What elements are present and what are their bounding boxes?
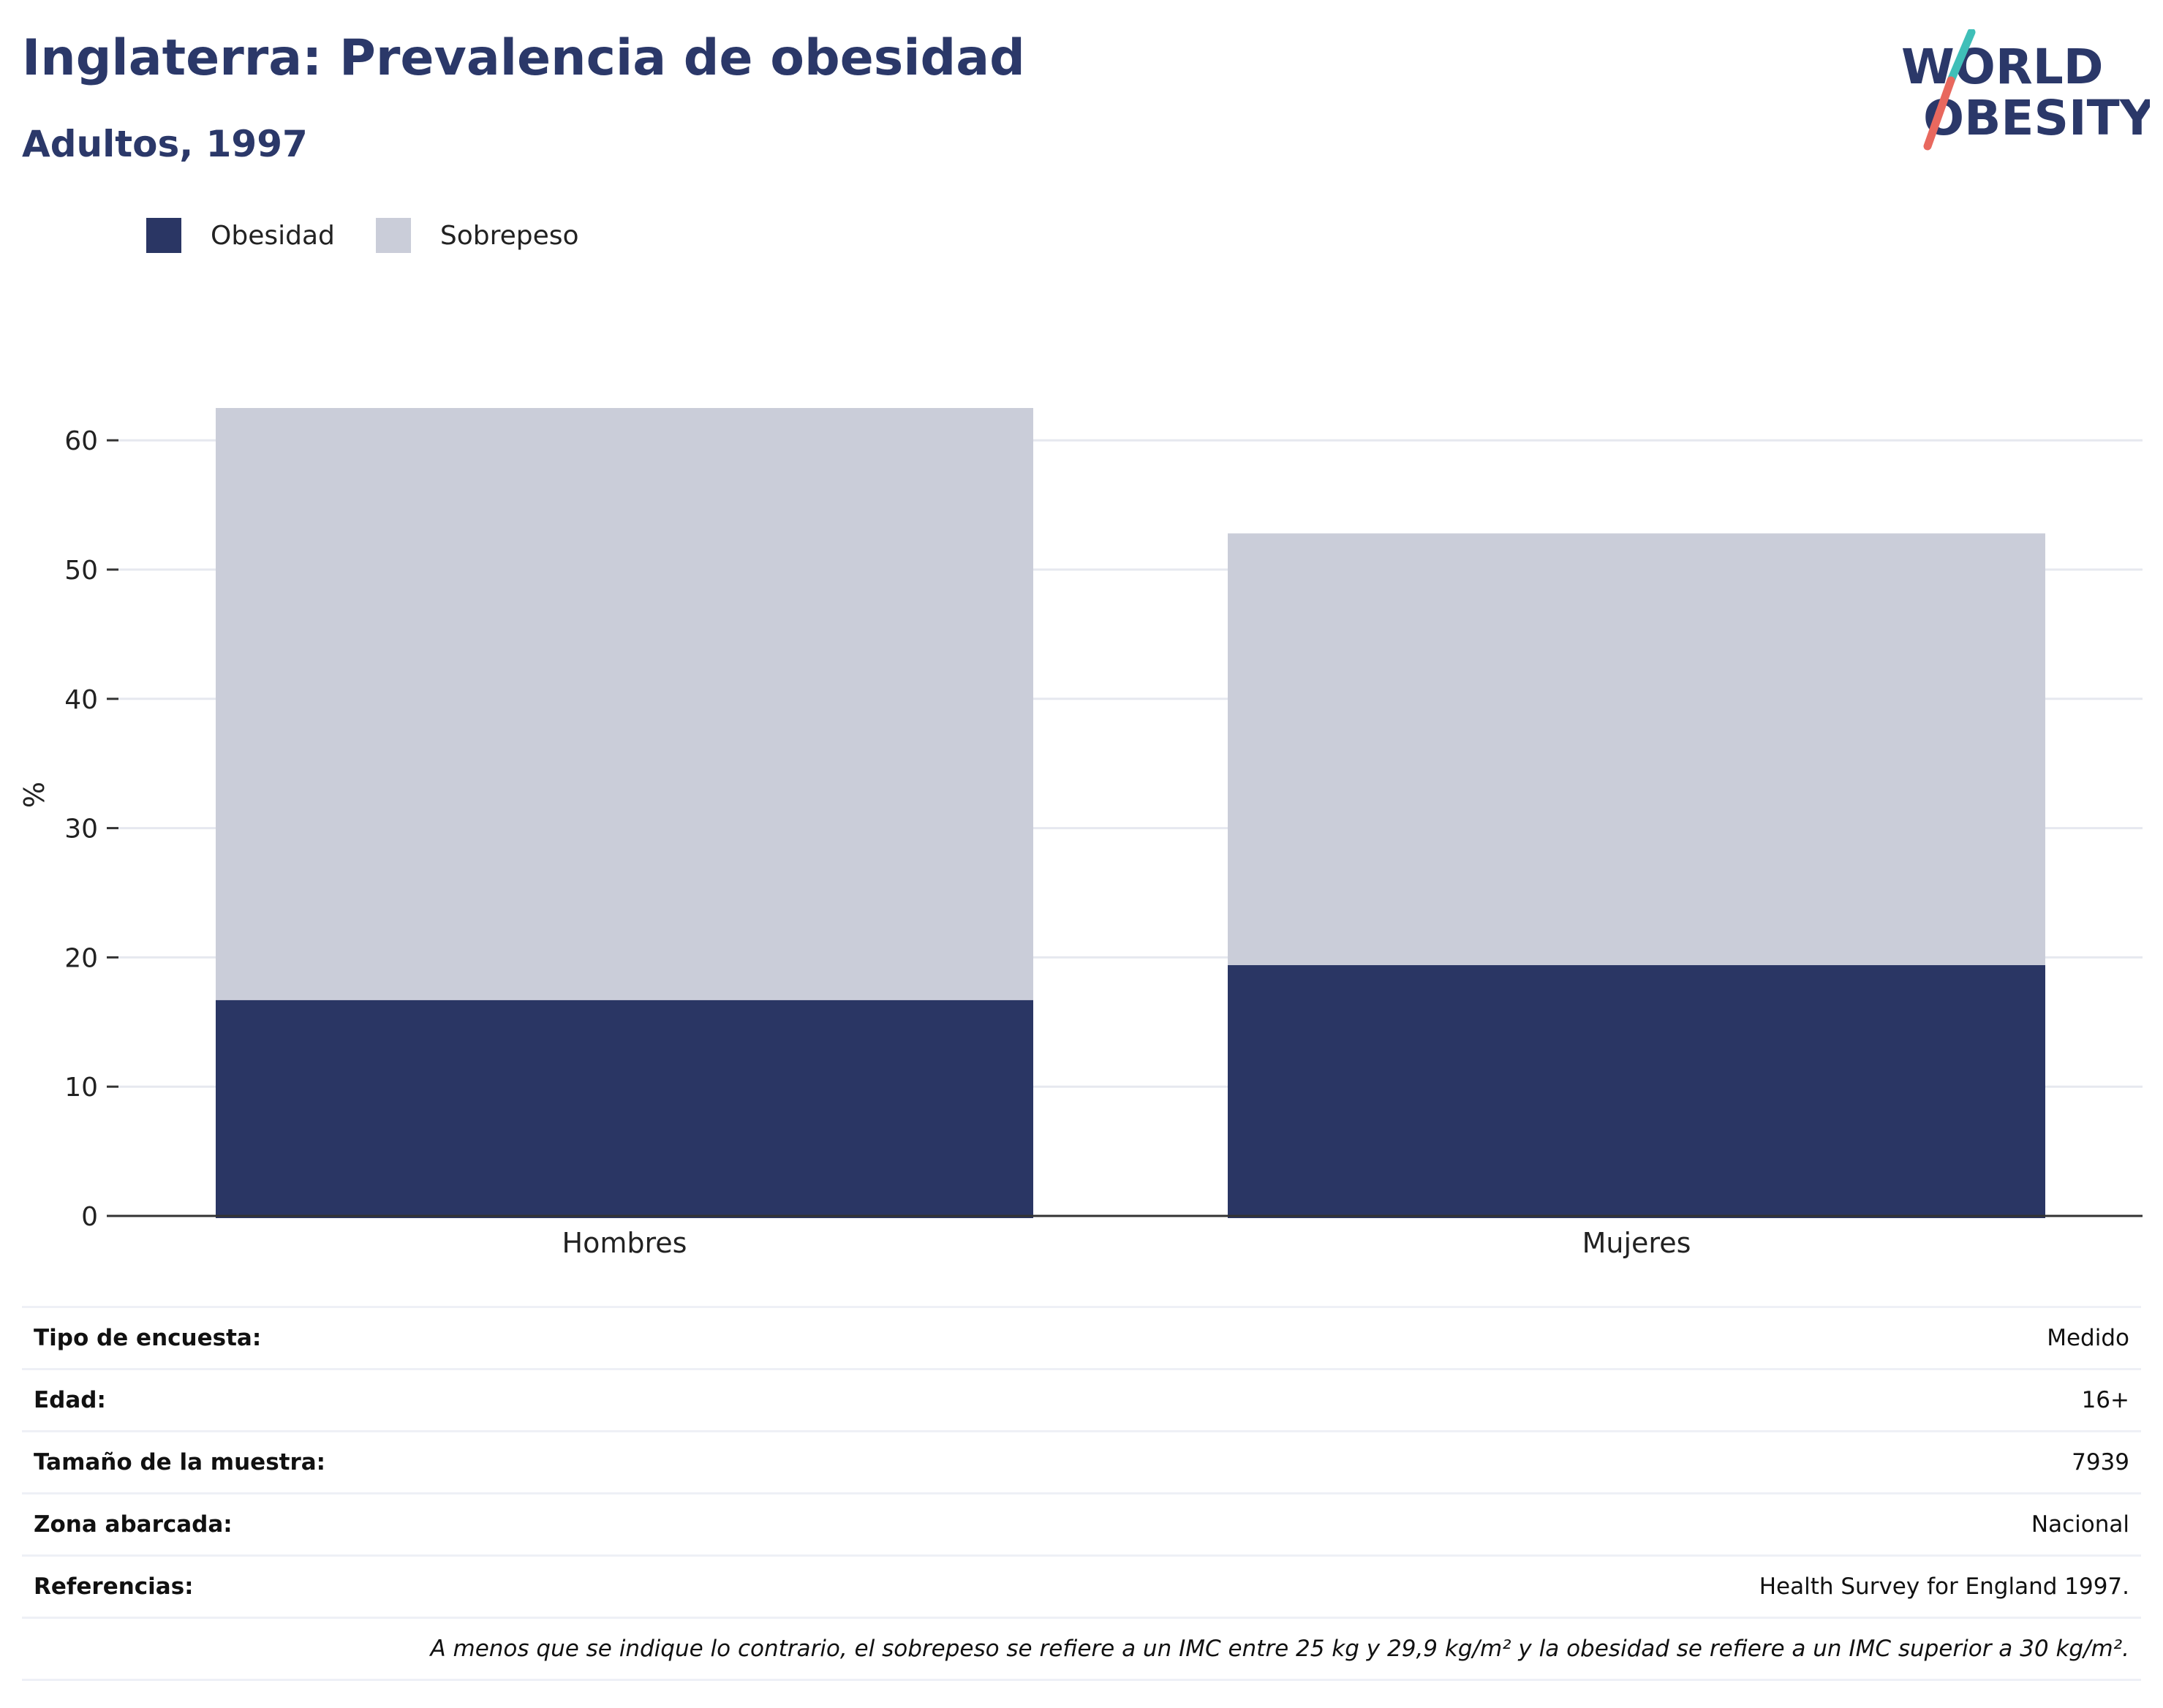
metadata-row: Edad: 16+ — [22, 1368, 2141, 1430]
y-tick-label: 10 — [64, 1073, 98, 1103]
metadata-label: Tipo de encuesta: — [34, 1325, 262, 1351]
chart-legend: Obesidad Sobrepeso — [146, 216, 620, 254]
x-tick-label: Mujeres — [1582, 1227, 1691, 1259]
logo-slash-bottom — [1923, 76, 1955, 151]
bar-obesidad-mujeres[interactable] — [1228, 965, 2045, 1218]
y-axis-label: % — [18, 782, 50, 808]
x-axis-ticks: Hombres Mujeres — [562, 1227, 1691, 1259]
metadata-label: Zona abarcada: — [34, 1511, 233, 1538]
y-tick-label: 30 — [64, 815, 98, 844]
y-tick-label: 0 — [81, 1202, 98, 1232]
metadata-value: Health Survey for England 1997. — [1759, 1573, 2129, 1600]
bar-sobrepeso-mujeres[interactable] — [1228, 533, 2045, 966]
y-tick-label: 60 — [64, 426, 98, 456]
y-tick-label: 20 — [64, 943, 98, 973]
metadata-label: Edad: — [34, 1387, 106, 1413]
x-tick-label: Hombres — [562, 1227, 687, 1259]
metadata-table: Tipo de encuesta: Medido Edad: 16+ Tamañ… — [22, 1306, 2141, 1681]
metadata-label: Tamaño de la muestra: — [34, 1449, 326, 1475]
legend-swatch-sobrepeso — [375, 218, 411, 253]
y-tick-label: 50 — [64, 556, 98, 586]
logo-line-2: OBESITY — [1923, 90, 2150, 146]
bars — [216, 408, 2045, 1218]
bar-obesidad-hombres[interactable] — [216, 1000, 1033, 1218]
bar-sobrepeso-hombres[interactable] — [216, 408, 1033, 1000]
y-axis-ticks: 0 10 20 30 40 50 60 — [64, 426, 118, 1232]
legend-item-sobrepeso[interactable]: Sobrepeso — [375, 218, 579, 253]
legend-swatch-obesidad — [146, 218, 181, 253]
metadata-value: Medido — [2047, 1325, 2129, 1351]
metadata-value: 7939 — [2072, 1449, 2129, 1475]
metadata-value: Nacional — [2031, 1511, 2129, 1538]
chart-title: Inglaterra: Prevalencia de obesidad — [22, 29, 1025, 87]
footnote: A menos que se indique lo contrario, el … — [22, 1617, 2141, 1681]
stacked-bar-chart: 0 10 20 30 40 50 60 Hombres Mujeres % — [18, 408, 2143, 1259]
legend-label-obesidad: Obesidad — [211, 220, 335, 251]
legend-label-sobrepeso: Sobrepeso — [439, 220, 579, 251]
legend-item-obesidad[interactable]: Obesidad — [146, 218, 335, 253]
logo-line-1: WORLD — [1901, 39, 2104, 95]
metadata-row: Referencias: Health Survey for England 1… — [22, 1554, 2141, 1617]
metadata-row: Zona abarcada: Nacional — [22, 1492, 2141, 1554]
world-obesity-logo: WORLD OBESITY — [1901, 29, 2150, 151]
metadata-value: 16+ — [2081, 1387, 2129, 1413]
metadata-label: Referencias: — [34, 1573, 194, 1600]
y-tick-label: 40 — [64, 685, 98, 715]
metadata-row: Tamaño de la muestra: 7939 — [22, 1430, 2141, 1492]
chart-subtitle: Adultos, 1997 — [22, 123, 308, 165]
logo-slash-top — [1947, 29, 1976, 85]
metadata-row: Tipo de encuesta: Medido — [22, 1306, 2141, 1368]
